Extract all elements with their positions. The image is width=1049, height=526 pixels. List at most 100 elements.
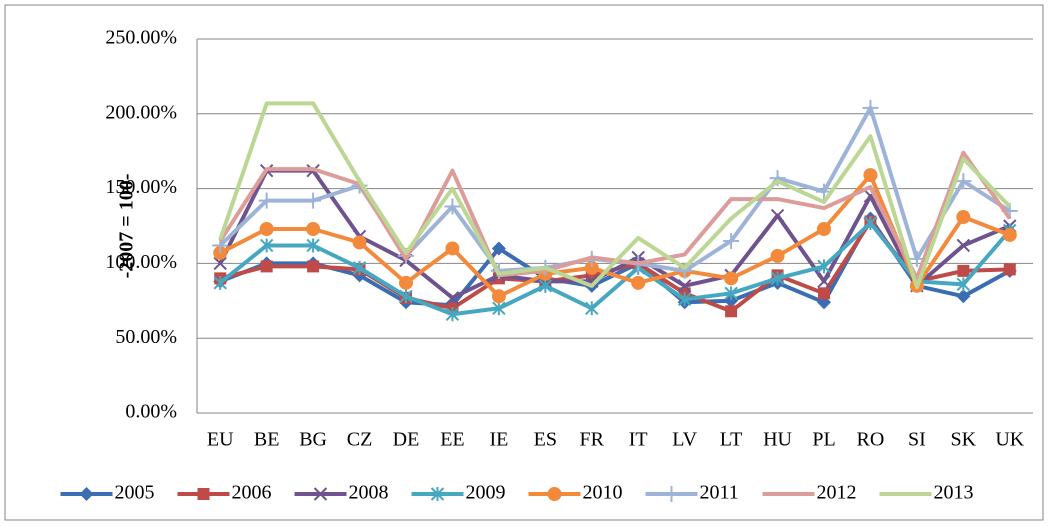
marker	[584, 260, 599, 275]
marker	[723, 232, 740, 249]
marker	[631, 275, 646, 290]
legend-item: 2006	[177, 482, 272, 504]
marker	[770, 271, 785, 286]
marker	[259, 238, 274, 253]
legend-label: 2006	[232, 482, 272, 504]
marker	[585, 301, 599, 316]
marker	[399, 289, 413, 304]
x-tick-label: CZ	[347, 429, 373, 451]
marker	[770, 208, 785, 223]
x-tick-label: DE	[393, 429, 420, 451]
legend-label: 2012	[817, 482, 857, 504]
marker	[260, 260, 273, 273]
marker	[1003, 263, 1016, 276]
x-tick-label: LV	[672, 429, 697, 451]
marker	[955, 173, 972, 190]
legend-item: 2005	[60, 482, 155, 504]
marker	[306, 238, 320, 253]
legend-item: 2008	[294, 482, 389, 504]
x-tick-label: SI	[908, 429, 926, 451]
marker	[213, 256, 227, 271]
marker	[770, 248, 785, 263]
marker	[817, 221, 831, 236]
marker	[724, 271, 739, 286]
series	[218, 101, 1012, 290]
marker	[956, 277, 971, 292]
x-tick-label: BE	[254, 429, 280, 451]
marker	[399, 275, 413, 290]
marker	[430, 487, 445, 501]
marker	[258, 192, 275, 209]
marker	[445, 291, 460, 305]
x-tick-label: LT	[720, 429, 743, 451]
legend-label: 2008	[349, 482, 389, 504]
marker	[197, 488, 210, 500]
x-tick-label: ES	[534, 429, 557, 451]
marker	[306, 221, 321, 236]
marker	[677, 292, 692, 307]
x-tick-label: IT	[629, 429, 648, 451]
marker	[445, 241, 460, 256]
x-tick-label: FR	[580, 429, 605, 451]
marker	[352, 235, 367, 250]
marker	[79, 487, 94, 501]
legend-item: 2010	[528, 482, 623, 504]
series-line	[218, 221, 1012, 317]
marker	[307, 260, 320, 273]
legend-item: 2012	[762, 482, 857, 504]
marker	[956, 238, 971, 253]
x-tick-label: SK	[951, 429, 977, 451]
marker	[817, 259, 831, 274]
marker	[677, 279, 692, 293]
legend-label: 2005	[115, 482, 155, 504]
x-tick-label: BG	[299, 429, 327, 451]
series-line	[218, 101, 1012, 290]
marker	[445, 307, 460, 322]
marker	[305, 192, 322, 209]
marker	[444, 198, 461, 215]
marker	[259, 221, 274, 236]
marker	[956, 289, 971, 304]
marker	[491, 289, 506, 304]
legend-label: 2010	[583, 482, 623, 504]
series-line	[218, 168, 1011, 300]
legend-item: 2011	[645, 482, 739, 504]
series-line	[219, 173, 1011, 299]
marker	[213, 275, 227, 290]
marker	[352, 260, 367, 275]
y-tick-label: 50.00%	[115, 326, 177, 348]
x-tick-label: EE	[440, 429, 464, 451]
x-tick-label: RO	[857, 429, 885, 451]
marker	[862, 99, 879, 116]
series	[213, 216, 1017, 322]
marker	[956, 210, 971, 225]
marker	[491, 241, 506, 256]
x-tick-label: IE	[489, 429, 508, 451]
marker	[817, 274, 831, 289]
marker	[547, 487, 562, 501]
marker	[1002, 227, 1017, 242]
y-tick-label: 200.00%	[105, 101, 177, 123]
x-tick-label: HU	[763, 429, 792, 451]
y-tick-label: 100.00%	[105, 251, 177, 273]
legend-item: 2013	[879, 482, 974, 504]
marker	[818, 287, 830, 300]
legend-label: 2013	[934, 482, 974, 504]
marker	[863, 168, 878, 183]
x-tick-label: UK	[995, 429, 1024, 451]
marker	[538, 278, 553, 293]
marker	[725, 305, 738, 318]
x-tick-label: EU	[207, 429, 234, 451]
marker	[492, 301, 506, 316]
marker	[957, 264, 970, 277]
series	[213, 168, 1017, 304]
marker	[863, 216, 878, 231]
y-tick-label: 250.00%	[105, 27, 177, 49]
legend-label: 2011	[700, 482, 739, 504]
y-tick-label: 0.00%	[125, 401, 177, 423]
legend-label: 2009	[466, 482, 506, 504]
y-axis-title: -2007 = 100-	[116, 174, 138, 279]
marker	[724, 286, 738, 301]
y-tick-label: 150.00%	[105, 176, 177, 198]
